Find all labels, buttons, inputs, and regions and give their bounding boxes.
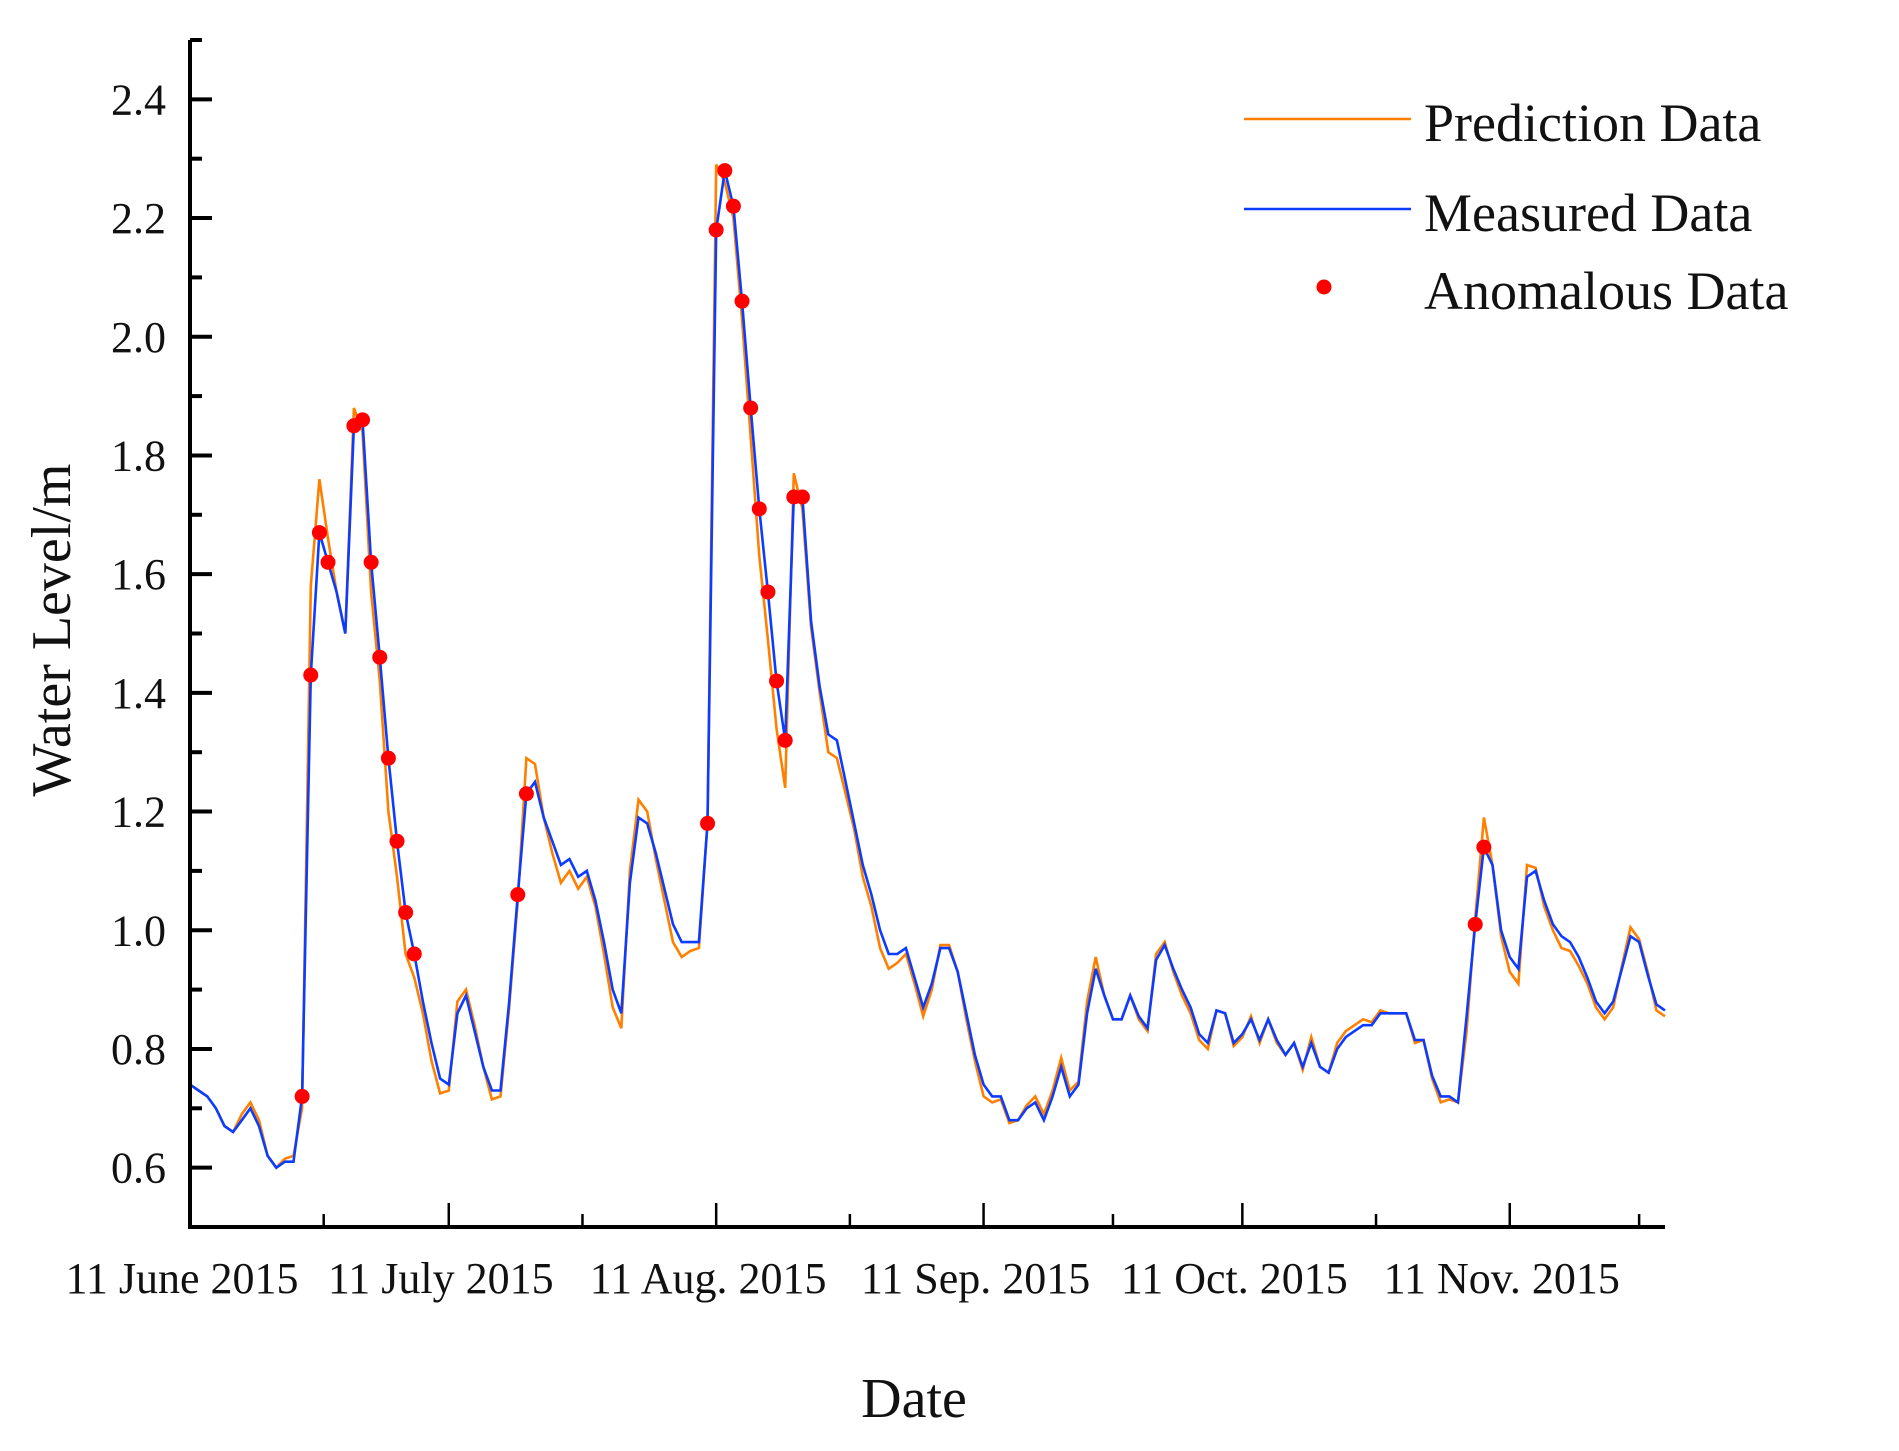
y-tick-label: 2.4 bbox=[111, 75, 166, 124]
y-axis-title: Water Level/m bbox=[21, 464, 83, 797]
anomalous-data-point bbox=[777, 732, 793, 748]
x-axis-title: Date bbox=[861, 1368, 967, 1430]
anomalous-data-point bbox=[769, 673, 785, 689]
y-tick-label: 1.0 bbox=[111, 906, 166, 955]
anomalous-data-point bbox=[389, 833, 405, 849]
legend-prediction-data-label: Prediction Data bbox=[1424, 93, 1761, 153]
anomalous-data-point bbox=[303, 667, 319, 683]
anomalous-data-point bbox=[760, 584, 776, 600]
anomalous-data-point bbox=[311, 525, 327, 541]
y-tick-label: 0.8 bbox=[111, 1025, 166, 1074]
series-layer bbox=[189, 163, 1666, 1170]
y-tick-label: 1.4 bbox=[111, 669, 166, 718]
anomalous-data-point bbox=[751, 501, 767, 517]
anomalous-data-point bbox=[743, 400, 759, 416]
anomalous-data-point bbox=[380, 750, 396, 766]
y-tick-label: 1.2 bbox=[111, 788, 166, 837]
legend: Prediction Data Measured Data Anomalous Da… bbox=[1244, 93, 1788, 321]
anomalous-data-point bbox=[406, 946, 422, 962]
y-tick-label: 0.6 bbox=[111, 1144, 166, 1193]
anomalous-data-point bbox=[398, 904, 414, 920]
legend-anomalous-data-label: Anomalous Data bbox=[1424, 261, 1788, 321]
x-tick-label: 11 Oct. 2015 bbox=[1121, 1254, 1348, 1303]
x-tick-label: 11 Nov. 2015 bbox=[1384, 1254, 1620, 1303]
x-tick-label: 11 Aug. 2015 bbox=[590, 1254, 827, 1303]
y-tick-label: 1.6 bbox=[111, 550, 166, 599]
legend-measured-data-label: Measured Data bbox=[1424, 183, 1752, 243]
anomalous-data-point bbox=[355, 412, 371, 428]
prediction-data-line bbox=[189, 164, 1666, 1170]
anomalous-data-point bbox=[363, 554, 379, 570]
anomalous-data-point bbox=[734, 293, 750, 309]
anomalous-data-point bbox=[294, 1088, 310, 1104]
y-tick-label: 2.0 bbox=[111, 313, 166, 362]
y-tick-label: 1.8 bbox=[111, 431, 166, 480]
anomalous-data-point bbox=[717, 163, 733, 179]
anomalous-data-point bbox=[320, 554, 336, 570]
anomalous-data-point bbox=[725, 198, 741, 214]
x-tick-label: 11 June 2015 bbox=[65, 1254, 298, 1303]
anomalous-data-point bbox=[518, 786, 534, 802]
anomalous-data-point bbox=[794, 489, 810, 505]
anomalous-data-point bbox=[372, 649, 388, 665]
anomalous-data-point bbox=[708, 222, 724, 238]
anomalous-data-point bbox=[1476, 839, 1492, 855]
measured-data-line bbox=[189, 170, 1666, 1170]
x-tick-label: 11 Sep. 2015 bbox=[861, 1254, 1090, 1303]
axes: 0.6 0.8 1.0 1.2 1.4 1.6 1.8 2.0 2.2 2.4 11 June 20… bbox=[65, 38, 1665, 1303]
anomalous-data-point bbox=[510, 887, 526, 903]
y-tick-label: 2.2 bbox=[111, 194, 166, 243]
legend-anomalous-data-swatch bbox=[1316, 279, 1332, 295]
anomalous-data-point bbox=[700, 815, 716, 831]
x-tick-label: 11 July 2015 bbox=[328, 1254, 554, 1303]
anomalous-data-point bbox=[1467, 916, 1483, 932]
